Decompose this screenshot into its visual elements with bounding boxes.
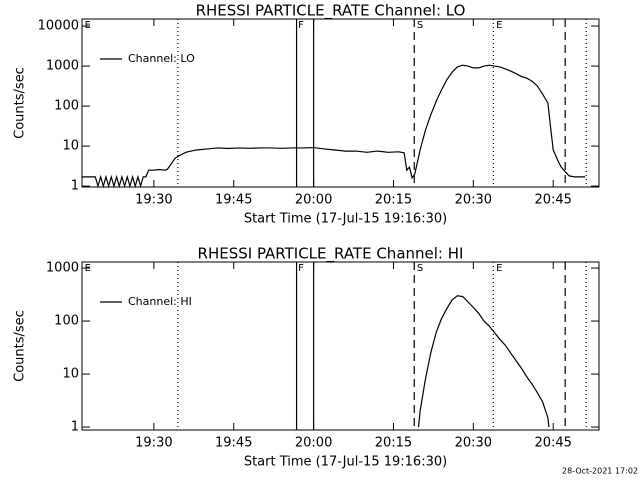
footer: 28-Oct-2021 17:02	[562, 467, 638, 476]
y-tick-label: 1	[71, 179, 79, 194]
x-tick-label: 20:30	[455, 193, 492, 208]
y-tick-label: 10	[62, 139, 79, 154]
data-line	[417, 295, 550, 428]
x-axis-label: Start Time (17-Jul-15 19:16:30)	[244, 455, 447, 470]
y-axis-label: Counts/sec	[13, 67, 28, 139]
y-tick-label: 100	[54, 99, 79, 114]
x-tick-label: 20:45	[534, 193, 571, 208]
x-tick-label: 20:30	[455, 436, 492, 451]
x-tick-label: 20:00	[295, 436, 332, 451]
flag-label: F	[298, 263, 304, 274]
x-tick-label: 19:45	[215, 193, 252, 208]
y-tick-label: 10	[62, 367, 79, 382]
plot-frame	[81, 18, 600, 188]
x-tick-label: 19:30	[135, 193, 172, 208]
data-line	[82, 64, 586, 189]
y-tick-label: 10000	[38, 19, 79, 34]
legend-label: Channel: HI	[128, 295, 192, 308]
y-tick-label: 1000	[46, 59, 79, 74]
chart-title: RHESSI PARTICLE_RATE Channel: HI	[198, 245, 464, 264]
y-tick-label: 1000	[46, 261, 79, 276]
x-tick-label: 20:45	[534, 436, 571, 451]
flag-label: S	[417, 20, 423, 31]
flag-label: F	[298, 20, 304, 31]
x-tick-label: 20:15	[375, 436, 412, 451]
flag-label: S	[417, 263, 423, 274]
x-tick-label: 19:45	[215, 436, 252, 451]
flag-label: E	[85, 263, 91, 274]
x-tick-label: 19:30	[135, 436, 172, 451]
chart-title: RHESSI PARTICLE_RATE Channel: LO	[196, 2, 466, 21]
x-tick-label: 20:00	[295, 193, 332, 208]
y-tick-label: 1	[71, 420, 79, 435]
flag-label: E	[496, 263, 502, 274]
y-axis-label: Counts/sec	[13, 310, 28, 382]
flag-label: E	[496, 20, 502, 31]
flag-label: E	[85, 20, 91, 31]
x-tick-label: 20:15	[375, 193, 412, 208]
x-axis-label: Start Time (17-Jul-15 19:16:30)	[244, 212, 447, 227]
legend-label: Channel: LO	[128, 52, 195, 65]
plot-frame	[81, 261, 600, 431]
y-tick-label: 100	[54, 314, 79, 329]
